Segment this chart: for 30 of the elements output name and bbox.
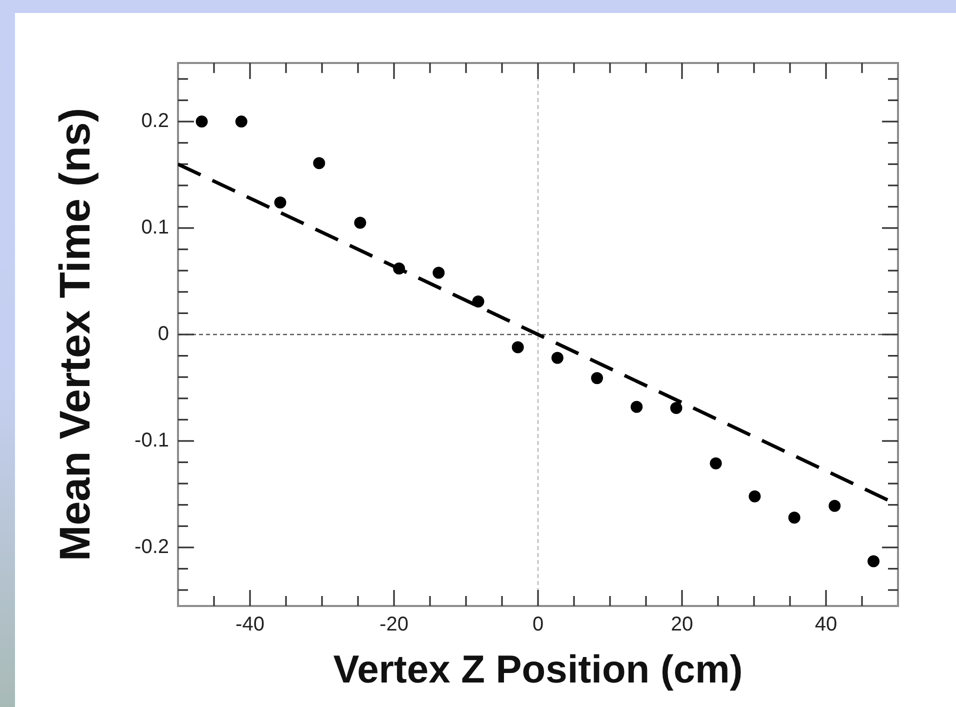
point xyxy=(591,372,604,384)
y-tick-label: 0 xyxy=(158,323,169,346)
point xyxy=(472,295,484,308)
point xyxy=(630,400,643,413)
point xyxy=(354,216,366,229)
point xyxy=(868,555,880,568)
point xyxy=(788,512,800,524)
x-tick-label: 40 xyxy=(814,614,838,636)
x-tick-label: 20 xyxy=(670,614,694,636)
x-tick-label: -40 xyxy=(236,614,264,636)
point xyxy=(670,402,682,414)
x-tick-label: -20 xyxy=(380,614,408,636)
point xyxy=(196,116,208,128)
point xyxy=(512,341,524,354)
point xyxy=(274,196,286,208)
point xyxy=(710,457,722,470)
y-axis-title: Mean Vertex Time (ns) xyxy=(52,108,100,562)
point xyxy=(551,352,564,364)
point xyxy=(432,266,445,279)
point xyxy=(748,490,761,502)
point xyxy=(393,262,406,274)
point xyxy=(828,500,841,512)
x-tick-label: 0 xyxy=(532,614,544,636)
y-tick-label: -0.1 xyxy=(134,429,169,452)
y-tick-label: -0.2 xyxy=(134,536,169,558)
point xyxy=(313,157,326,170)
x-axis-title: Vertex Z Position (cm) xyxy=(333,648,743,692)
y-tick-label: 0.2 xyxy=(141,110,169,132)
y-tick-label: 0.1 xyxy=(141,216,169,239)
point xyxy=(235,116,248,128)
